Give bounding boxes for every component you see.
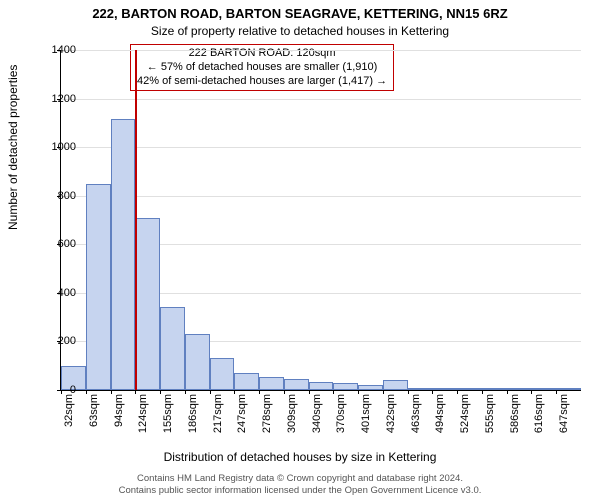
xtick-label: 401sqm [360,394,372,433]
xtick-label: 586sqm [509,394,521,433]
xtick-label: 63sqm [88,394,100,427]
xtick-label: 432sqm [385,394,397,433]
ytick-label: 400 [40,287,76,299]
xtick-mark [408,390,409,394]
xtick-mark [210,390,211,394]
ytick-label: 1200 [40,93,76,105]
xtick-mark [309,390,310,394]
xtick-label: 616sqm [533,394,545,433]
footer-line: Contains HM Land Registry data © Crown c… [0,473,600,484]
xtick-label: 124sqm [137,394,149,433]
gridline [61,147,581,148]
histogram-bar [432,388,457,390]
xtick-label: 32sqm [63,394,75,427]
xtick-mark [160,390,161,394]
xtick-label: 647sqm [558,394,570,433]
histogram-bar [531,388,556,390]
histogram-bar [333,383,358,390]
histogram-bar [135,218,160,390]
histogram-bar [507,388,532,390]
xtick-label: 463sqm [410,394,422,433]
xtick-label: 309sqm [286,394,298,433]
gridline [61,50,581,51]
xtick-label: 247sqm [236,394,248,433]
chart-title: 222, BARTON ROAD, BARTON SEAGRAVE, KETTE… [0,6,600,21]
xtick-mark [507,390,508,394]
footer-line: Contains public sector information licen… [0,485,600,496]
ytick-label: 600 [40,238,76,250]
ytick-label: 800 [40,190,76,202]
histogram-bar [383,380,408,390]
xtick-label: 524sqm [459,394,471,433]
ytick-label: 0 [40,384,76,396]
xtick-mark [383,390,384,394]
histogram-bar [482,388,507,390]
xtick-label: 555sqm [484,394,496,433]
xtick-label: 370sqm [335,394,347,433]
reference-line [135,50,137,390]
histogram-bar [86,184,111,390]
xtick-mark [284,390,285,394]
xtick-mark [358,390,359,394]
xtick-label: 186sqm [187,394,199,433]
xtick-mark [482,390,483,394]
plot-area: 32sqm63sqm94sqm124sqm155sqm186sqm217sqm2… [60,50,581,391]
xtick-label: 340sqm [311,394,323,433]
xtick-mark [259,390,260,394]
ytick-label: 1400 [40,44,76,56]
xtick-mark [86,390,87,394]
ytick-label: 1000 [40,141,76,153]
histogram-bar [185,334,210,390]
footer-credits: Contains HM Land Registry data © Crown c… [0,473,600,496]
histogram-bar [111,119,136,390]
xtick-label: 217sqm [212,394,224,433]
gridline [61,196,581,197]
x-axis-label: Distribution of detached houses by size … [0,450,600,464]
xtick-label: 155sqm [162,394,174,433]
histogram-bar [408,388,433,390]
xtick-mark [185,390,186,394]
xtick-label: 94sqm [113,394,125,427]
gridline [61,99,581,100]
histogram-bar [160,307,185,390]
chart-container: 222, BARTON ROAD, BARTON SEAGRAVE, KETTE… [0,0,600,500]
histogram-bar [284,379,309,390]
histogram-bar [457,388,482,390]
histogram-bar [210,358,235,390]
histogram-bar [358,385,383,390]
histogram-bar [309,382,334,391]
histogram-bar [234,373,259,390]
y-axis-label: Number of detached properties [6,65,20,230]
xtick-mark [111,390,112,394]
xtick-label: 494sqm [434,394,446,433]
histogram-bar [259,377,284,390]
histogram-bar [556,388,581,390]
xtick-label: 278sqm [261,394,273,433]
ytick-label: 200 [40,335,76,347]
chart-subtitle: Size of property relative to detached ho… [0,24,600,38]
